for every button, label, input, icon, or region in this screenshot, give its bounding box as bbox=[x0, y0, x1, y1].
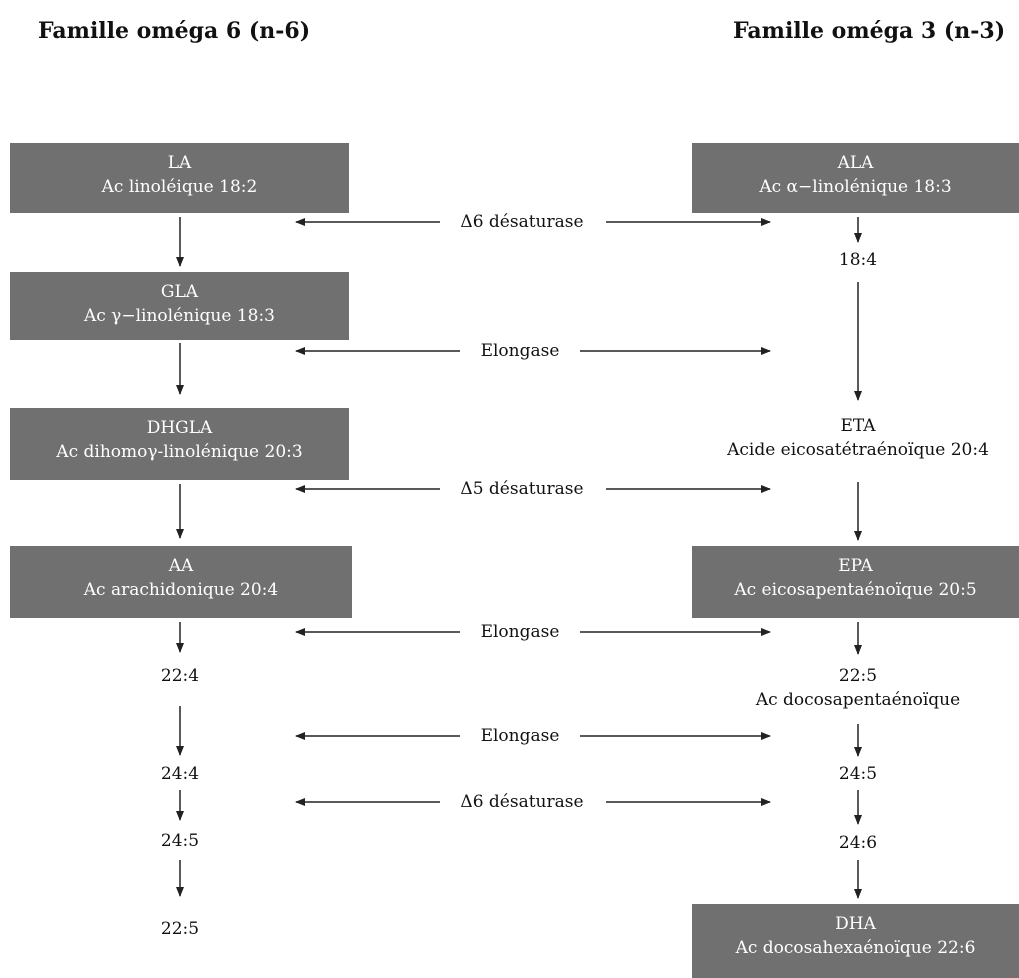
dhgla-name: Ac dihomoγ-linolénique 20:3 bbox=[56, 442, 303, 462]
eta-block: ETA Acide eicosatétraénoïque 20:4 bbox=[698, 414, 1018, 462]
enzyme-elongase-1: Elongase bbox=[474, 341, 566, 361]
omega6-title: Famille oméga 6 (n-6) bbox=[38, 18, 311, 44]
dpa-name: Ac docosapentaénoïque bbox=[755, 690, 961, 710]
aa-abbr: AA bbox=[168, 556, 194, 576]
gla-name: Ac γ−linolénique 18:3 bbox=[83, 306, 276, 326]
omega6-22-4: 22:4 bbox=[160, 666, 200, 686]
box-epa: EPA Ac eicosapentaénoïque 20:5 bbox=[692, 546, 1019, 618]
gla-abbr: GLA bbox=[160, 282, 199, 302]
enzyme-d6-first: Δ6 désaturase bbox=[454, 212, 590, 232]
box-la: LA Ac linoléique 18:2 bbox=[10, 143, 349, 213]
enzyme-d6-second: Δ6 désaturase bbox=[454, 792, 590, 812]
enzyme-elongase-2: Elongase bbox=[474, 622, 566, 642]
eta-abbr: ETA bbox=[840, 416, 876, 436]
box-aa: AA Ac arachidonique 20:4 bbox=[10, 546, 352, 618]
omega6-24-5: 24:5 bbox=[160, 831, 200, 851]
dpa-block: 22:5 Ac docosapentaénoïque bbox=[718, 664, 998, 712]
ala-abbr: ALA bbox=[837, 153, 874, 173]
epa-name: Ac eicosapentaénoïque 20:5 bbox=[734, 580, 977, 600]
dhgla-abbr: DHGLA bbox=[146, 418, 213, 438]
omega3-18-4: 18:4 bbox=[838, 250, 878, 270]
box-dhgla: DHGLA Ac dihomoγ-linolénique 20:3 bbox=[10, 408, 349, 480]
omega3-title: Famille oméga 3 (n-3) bbox=[733, 18, 1006, 44]
dpa-abbr: 22:5 bbox=[838, 666, 878, 686]
la-name: Ac linoléique 18:2 bbox=[101, 177, 258, 197]
enzyme-elongase-3: Elongase bbox=[474, 726, 566, 746]
ala-name: Ac α−linolénique 18:3 bbox=[759, 177, 952, 197]
omega6-24-4: 24:4 bbox=[160, 764, 200, 784]
omega6-22-5: 22:5 bbox=[160, 919, 200, 939]
box-gla: GLA Ac γ−linolénique 18:3 bbox=[10, 272, 349, 340]
epa-abbr: EPA bbox=[838, 556, 873, 576]
la-abbr: LA bbox=[167, 153, 192, 173]
omega3-24-6: 24:6 bbox=[838, 833, 878, 853]
dha-name: Ac docosahexaénoïque 22:6 bbox=[735, 938, 976, 958]
enzyme-d5: Δ5 désaturase bbox=[454, 479, 590, 499]
box-dha: DHA Ac docosahexaénoïque 22:6 bbox=[692, 904, 1019, 978]
omega3-24-5: 24:5 bbox=[838, 764, 878, 784]
dha-abbr: DHA bbox=[835, 914, 876, 934]
eta-name: Acide eicosatétraénoïque 20:4 bbox=[727, 440, 989, 460]
box-ala: ALA Ac α−linolénique 18:3 bbox=[692, 143, 1019, 213]
aa-name: Ac arachidonique 20:4 bbox=[83, 580, 279, 600]
